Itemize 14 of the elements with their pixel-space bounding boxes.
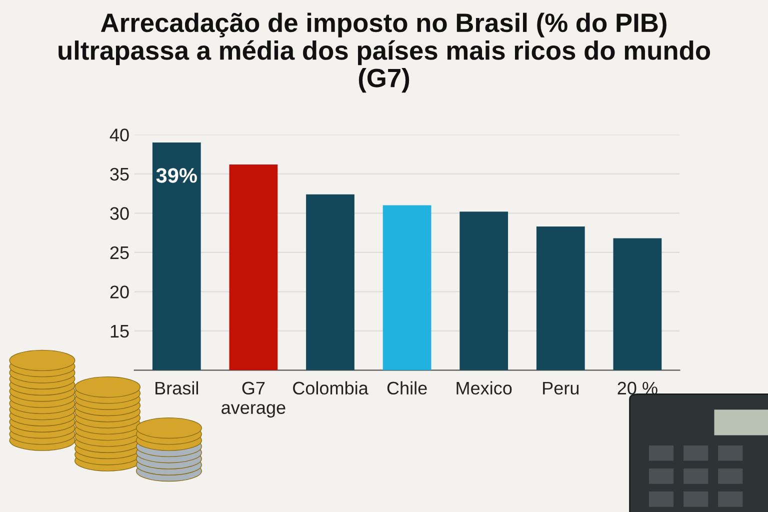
x-tick-label: Peru [543,382,579,395]
y-tick-label: 20 [110,286,129,298]
x-tick-label: Colombia [293,381,368,395]
data-label: 39% [156,168,197,183]
x-tick-label: Brasil [156,381,198,395]
x-tick-label: Chile [387,381,427,395]
y-tick-label: 15 [110,325,129,338]
y-tick-label: 35 [110,168,129,181]
y-tick-label: 25 [110,246,129,260]
chart-title: Arrecadação de imposto no Brasil (% do PIB) ultrapassa a média dos países mais ricos do mundo (G7) [58,12,710,93]
x-tick-label: G7 average [222,382,286,418]
y-tick-label: 30 [110,207,129,220]
x-tick-label: Mexico [456,381,512,395]
y-tick-label: 40 [110,128,129,142]
